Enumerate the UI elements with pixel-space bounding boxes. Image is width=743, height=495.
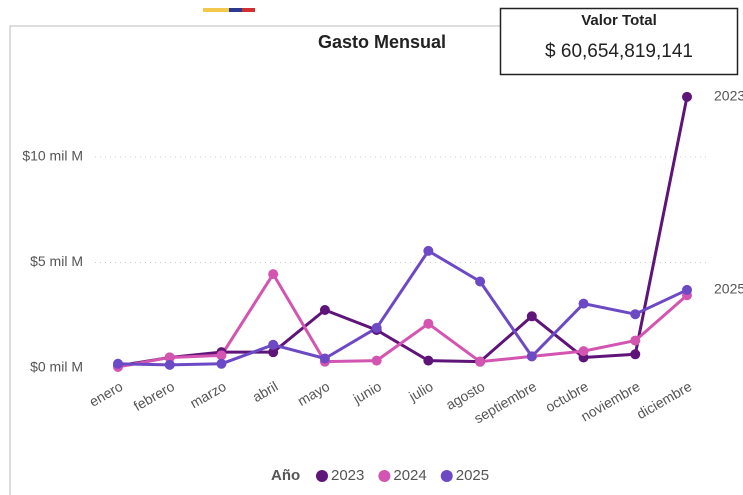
x-tick-label: julio xyxy=(405,378,436,405)
flag-yellow xyxy=(203,8,229,12)
series-line xyxy=(117,272,688,369)
x-tick-label: junio xyxy=(349,378,384,407)
x-tick-label: diciembre xyxy=(634,378,695,422)
end-label: 2025 xyxy=(714,281,743,297)
x-tick-label: enero xyxy=(86,378,125,410)
frame xyxy=(9,25,500,495)
y-tick-label: $0 mil M xyxy=(30,359,83,375)
data-point xyxy=(630,349,641,360)
series-line xyxy=(117,249,688,367)
data-point xyxy=(526,351,537,362)
x-tick-label: marzo xyxy=(187,378,229,411)
data-point xyxy=(268,269,279,280)
data-point xyxy=(216,358,227,369)
data-point xyxy=(578,298,589,309)
legend-title: Año xyxy=(271,467,300,484)
data-point xyxy=(216,350,227,361)
legend-label: 2023 xyxy=(331,467,364,484)
kpi-card xyxy=(499,7,739,76)
data-point xyxy=(423,318,434,329)
data-point xyxy=(475,356,486,367)
x-tick-label: febrero xyxy=(131,378,178,414)
series-line xyxy=(117,96,689,368)
data-point xyxy=(268,339,279,350)
legend-marker xyxy=(378,470,391,482)
y-tick-label: $10 mil M xyxy=(22,148,83,164)
kpi-title: Valor Total xyxy=(581,12,657,29)
y-tick-label: $5 mil M xyxy=(30,253,83,269)
data-point xyxy=(319,353,330,364)
x-tick-label: abril xyxy=(250,378,281,405)
data-point xyxy=(682,91,692,102)
legend-label: 2025 xyxy=(456,467,489,484)
legend-marker xyxy=(440,470,453,482)
flag-blue xyxy=(229,8,242,12)
data-point xyxy=(164,352,175,363)
data-point xyxy=(371,322,382,333)
data-point xyxy=(630,309,641,320)
data-point xyxy=(319,304,330,315)
legend-label: 2024 xyxy=(393,467,426,484)
data-point xyxy=(475,276,486,287)
x-tick-label: mayo xyxy=(295,378,333,409)
data-point xyxy=(371,355,382,366)
data-point xyxy=(164,359,175,370)
data-point xyxy=(630,335,641,346)
data-point xyxy=(578,346,589,357)
flag-red xyxy=(242,8,255,12)
chart-title: Gasto Mensual xyxy=(318,32,446,52)
legend-marker xyxy=(316,470,328,482)
x-tick-label: noviembre xyxy=(578,378,643,425)
data-point xyxy=(113,358,123,369)
data-point xyxy=(268,347,279,358)
data-point xyxy=(526,311,537,322)
kpi-value: $ 60,654,819,141 xyxy=(545,41,693,62)
data-point xyxy=(423,355,434,366)
data-point xyxy=(682,284,692,295)
end-label: 2023 xyxy=(714,88,743,104)
data-point xyxy=(423,245,434,256)
